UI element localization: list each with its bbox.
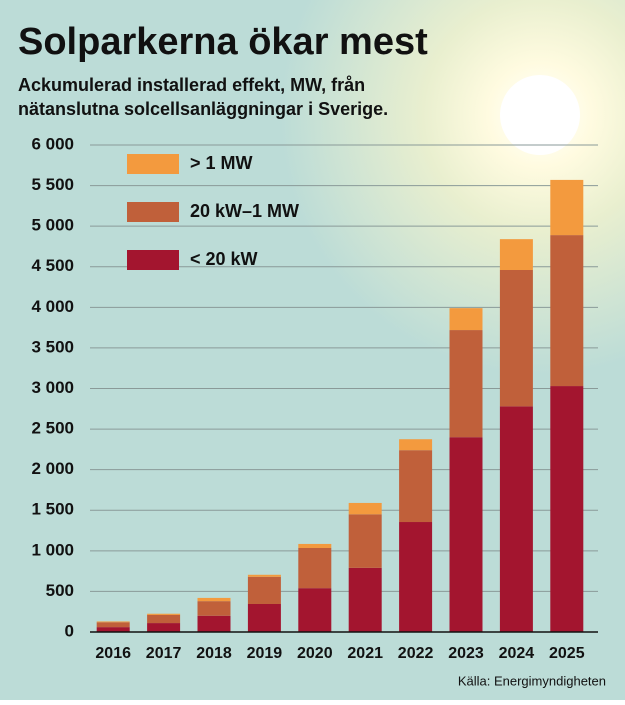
bar-segment: [147, 613, 181, 615]
x-tick-label: 2019: [247, 645, 283, 662]
chart-title: Solparkerna ökar mest: [18, 21, 428, 63]
legend-swatch: [127, 250, 179, 270]
bar-segment: [348, 514, 382, 568]
bar-segment: [147, 614, 181, 624]
bar-segment: [449, 308, 483, 331]
bar-segment: [449, 330, 483, 438]
bar-segment: [499, 239, 533, 270]
x-tick-label: 2017: [146, 645, 182, 662]
bar-segment: [399, 522, 433, 632]
bar-segment: [96, 621, 130, 623]
bar-segment: [298, 547, 332, 589]
bar-segment: [550, 386, 584, 632]
y-tick-label: 500: [46, 581, 74, 600]
y-tick-label: 3 500: [31, 337, 74, 356]
bar-segment: [298, 588, 332, 632]
bar-segment: [499, 269, 533, 407]
x-tick-label: 2025: [549, 645, 585, 662]
bar-segment: [348, 502, 382, 515]
y-tick-label: 4 500: [31, 256, 74, 275]
bar-segment: [399, 439, 433, 451]
legend-label: < 20 kW: [190, 249, 258, 269]
bar-segment: [499, 406, 533, 632]
sun: [500, 75, 580, 155]
bar-segment: [348, 567, 382, 632]
source: Källa: Energimyndigheten: [458, 673, 606, 688]
x-tick-label: 2024: [499, 645, 535, 662]
legend-swatch: [127, 154, 179, 174]
bar-segment: [298, 543, 332, 548]
bar-segment: [197, 597, 231, 602]
bar-segment: [399, 450, 433, 523]
bar-segment: [550, 179, 584, 236]
y-tick-label: 6 000: [31, 134, 74, 153]
x-tick-label: 2022: [398, 645, 434, 662]
subtitle: nätanslutna solcellsanläggningar i Sveri…: [18, 99, 388, 119]
bar-segment: [197, 601, 231, 616]
bar-segment: [96, 622, 130, 628]
y-tick-label: 1 500: [31, 500, 74, 519]
bar-segment: [247, 603, 281, 632]
legend-label: > 1 MW: [190, 153, 253, 173]
y-tick-label: 1 000: [31, 540, 74, 559]
bar-segment: [247, 574, 281, 577]
x-tick-label: 2018: [196, 645, 232, 662]
bar-segment: [550, 235, 584, 387]
x-tick-label: 2016: [95, 645, 131, 662]
y-tick-label: 5 000: [31, 216, 74, 235]
bar-segment: [247, 576, 281, 604]
bar-segment: [197, 615, 231, 632]
y-tick-label: 2 000: [31, 459, 74, 478]
y-tick-label: 4 000: [31, 297, 74, 316]
y-tick-label: 5 500: [31, 175, 74, 194]
y-tick-label: 0: [65, 621, 74, 640]
y-tick-label: 2 500: [31, 419, 74, 438]
x-tick-label: 2023: [448, 645, 484, 662]
y-tick-label: 3 000: [31, 378, 74, 397]
x-tick-label: 2020: [297, 645, 333, 662]
subtitle: Ackumulerad installerad effekt, MW, från: [18, 75, 365, 95]
bar-segment: [449, 437, 483, 632]
x-tick-label: 2021: [347, 645, 383, 662]
bar-segment: [96, 627, 130, 632]
bar-segment: [147, 623, 181, 632]
legend-swatch: [127, 202, 179, 222]
legend-label: 20 kW–1 MW: [190, 201, 299, 221]
